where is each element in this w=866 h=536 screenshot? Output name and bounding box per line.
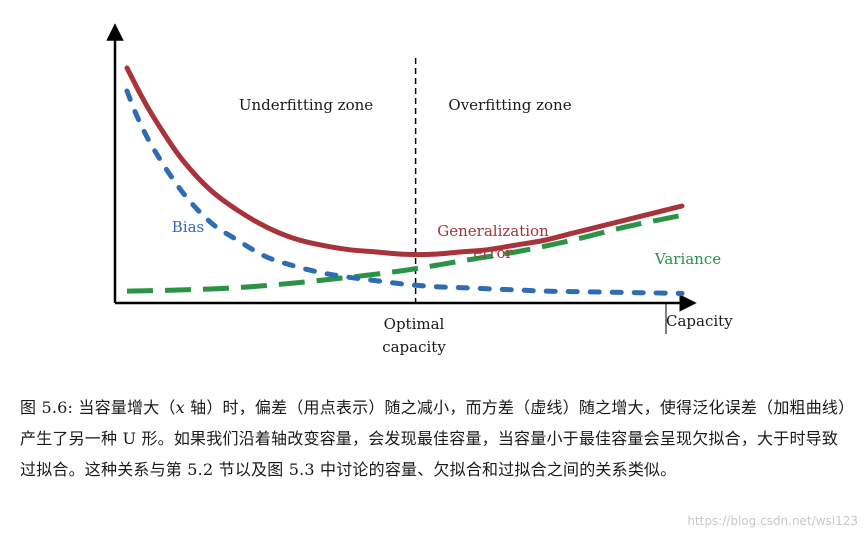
optimal-label-line1: Optimal bbox=[384, 315, 445, 333]
underfitting-zone-label: Underfitting zone bbox=[239, 96, 373, 114]
bias-variance-chart: Underfitting zone Overfitting zone Bias … bbox=[106, 23, 733, 356]
watermark: https://blog.csdn.net/wsl123 bbox=[687, 514, 858, 528]
generalization-series-label-line1: Generalization bbox=[437, 222, 549, 240]
figure-caption: 图 5.6: 当容量增大（x 轴）时，偏差（用点表示）随之减小，而方差（虚线）随… bbox=[20, 392, 850, 485]
caption-prefix: 图 5.6: 当容量增大（ bbox=[20, 398, 176, 417]
series-layer bbox=[124, 65, 685, 296]
caption-x-symbol: x bbox=[175, 398, 185, 417]
variance-curve bbox=[126, 212, 683, 294]
bias-curve bbox=[124, 88, 685, 296]
caption-rest: 轴）时，偏差（用点表示）随之减小，而方差（虚线）随之增大，使得泛化误差（加粗曲线… bbox=[20, 398, 847, 479]
variance-series-label: Variance bbox=[654, 250, 721, 268]
x-axis-label: Capacity bbox=[666, 312, 733, 330]
generalization-error-curve bbox=[124, 65, 685, 258]
bias-series-label: Bias bbox=[172, 218, 204, 236]
generalization-series-label-line2: error bbox=[473, 244, 513, 262]
optimal-label-line2: capacity bbox=[382, 338, 446, 356]
overfitting-zone-label: Overfitting zone bbox=[448, 96, 571, 114]
